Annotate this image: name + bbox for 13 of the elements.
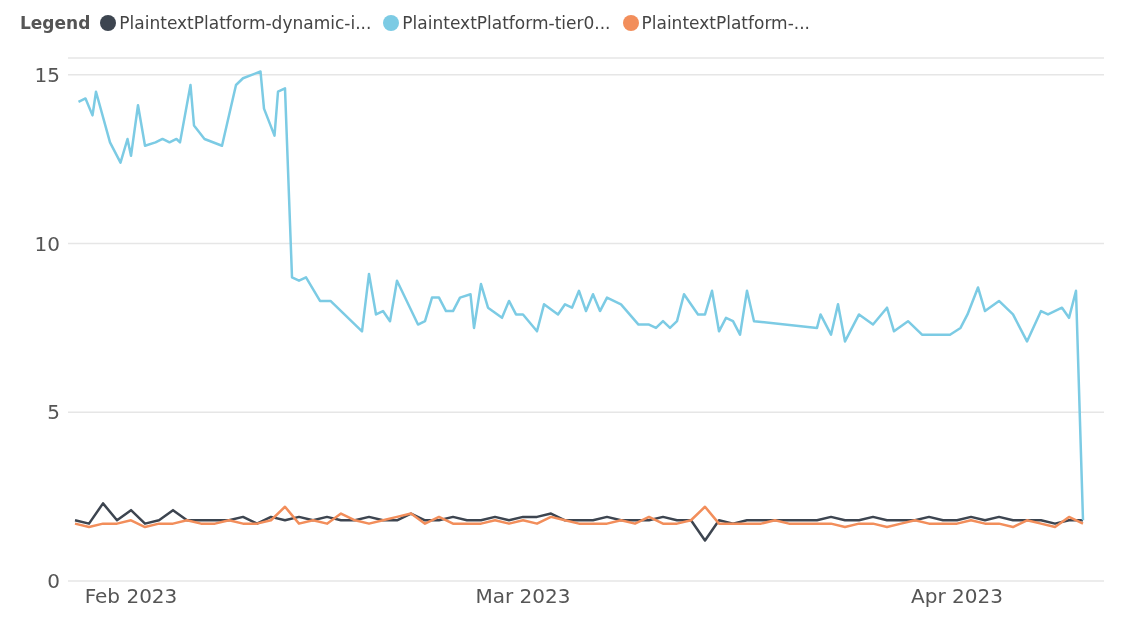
line-series xyxy=(73,505,1085,529)
x-tick-label: Apr 2023 xyxy=(911,584,1003,609)
legend-title: Legend xyxy=(20,13,91,33)
y-tick-label: 10 xyxy=(34,231,60,256)
legend-label: PlaintextPlatform-tier0... xyxy=(402,13,611,33)
x-tick-label: Feb 2023 xyxy=(84,584,178,609)
legend-label: PlaintextPlatform-dynamic-i... xyxy=(119,13,372,33)
y-tick-label: 15 xyxy=(34,62,60,87)
legend-label: PlaintextPlatform-... xyxy=(641,13,810,33)
x-tick-label: Mar 2023 xyxy=(475,584,571,609)
line-series xyxy=(77,70,1085,522)
y-tick-label: 5 xyxy=(47,400,60,425)
y-tick-label: 0 xyxy=(47,569,60,594)
